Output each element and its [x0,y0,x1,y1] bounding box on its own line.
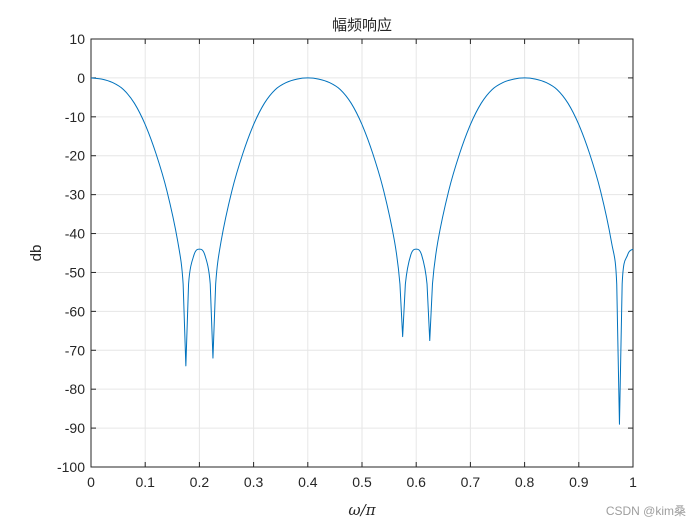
x-tick-label: 0.6 [406,474,426,490]
x-tick-label: 0.3 [244,474,264,490]
y-tick-label: -80 [65,381,85,397]
x-axis-label: ω/π [348,501,376,519]
y-tick-label: 0 [77,70,85,86]
y-tick-label: -90 [65,420,85,436]
series-layer [90,77,634,425]
y-tick-label: -100 [57,459,85,475]
y-tick-label: -50 [65,264,85,280]
x-tick-label: 0.9 [569,474,589,490]
y-tick-label: -40 [65,226,85,242]
y-tick-label: -60 [65,303,85,319]
magnitude-response-line [90,77,634,425]
y-axis-label: db [28,245,45,262]
x-tick-label: 0.8 [515,474,535,490]
x-tick-label: 0.1 [135,474,155,490]
y-tick-label: 10 [69,31,85,47]
x-tick-label: 0.5 [352,474,372,490]
y-tick-label: -10 [65,109,85,125]
x-tick-label: 0.4 [298,474,318,490]
x-tick-label: 1 [629,474,637,490]
x-tick-label: 0.2 [190,474,210,490]
x-tick-label: 0 [87,474,95,490]
y-tick-label: -20 [65,148,85,164]
chart-title: 幅频响应 [332,16,392,34]
y-tick-label: -30 [65,187,85,203]
y-tick-label: -70 [65,342,85,358]
watermark: CSDN @kim桑 [605,504,686,518]
x-tick-label: 0.7 [461,474,481,490]
ticks: 0 0.1 0.2 0.3 0.4 0.5 0.6 0.7 0.8 0.9 1 10 0 -10 -20 -3… [57,31,637,490]
